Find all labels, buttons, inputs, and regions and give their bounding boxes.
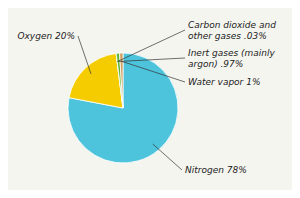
svg-text:Nitrogen 78%: Nitrogen 78% [185,165,247,175]
svg-text:Oxygen 20%: Oxygen 20% [17,31,75,41]
svg-text:Water vapor 1%: Water vapor 1% [188,77,260,87]
svg-text:Carbon dioxide andother gases: Carbon dioxide andother gases .03% [188,19,276,40]
svg-text:Inert gases (mainlyargon) .97%: Inert gases (mainlyargon) .97% [188,47,275,68]
